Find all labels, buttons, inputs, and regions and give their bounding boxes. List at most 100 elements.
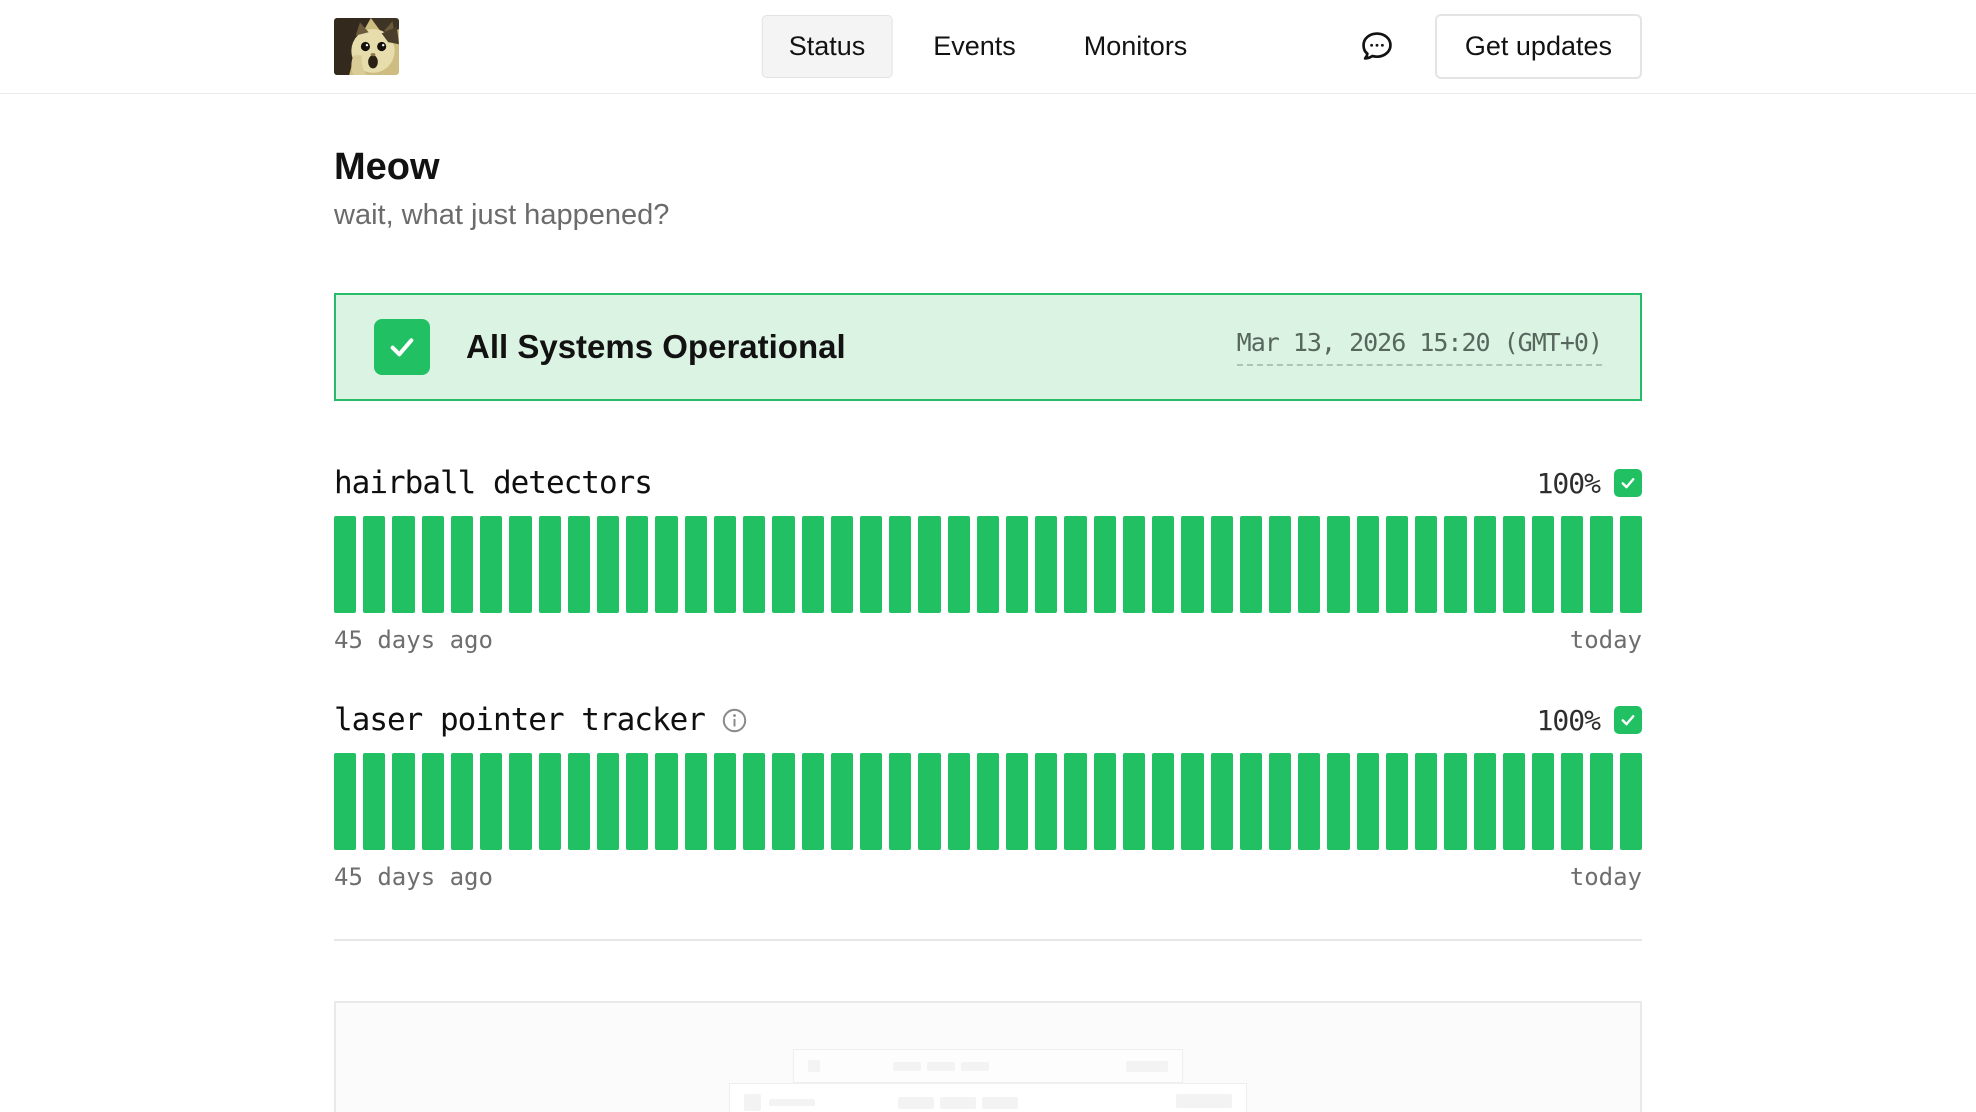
uptime-bar[interactable] — [596, 516, 620, 613]
status-timestamp[interactable]: Mar 13, 2026 15:20 (GMT+0) — [1236, 328, 1603, 366]
uptime-bar[interactable] — [1210, 516, 1233, 613]
uptime-bar[interactable] — [713, 753, 737, 850]
uptime-bar[interactable] — [363, 753, 386, 850]
uptime-bar[interactable] — [1473, 516, 1496, 613]
uptime-bar[interactable] — [976, 753, 1000, 850]
uptime-bar[interactable] — [918, 516, 941, 613]
uptime-bar[interactable] — [1152, 516, 1175, 613]
uptime-bar[interactable] — [509, 516, 532, 613]
uptime-bar[interactable] — [1064, 516, 1087, 613]
get-updates-button[interactable]: Get updates — [1434, 14, 1642, 79]
uptime-bar[interactable] — [772, 753, 795, 850]
uptime-bar[interactable] — [1415, 753, 1438, 850]
uptime-bar[interactable] — [655, 753, 678, 850]
uptime-bar[interactable] — [1006, 753, 1029, 850]
operational-check-icon — [374, 319, 430, 375]
uptime-bar[interactable] — [976, 516, 1000, 613]
monitor-list: hairball detectors 100% 45 days ago toda… — [334, 465, 1642, 891]
uptime-bar[interactable] — [1210, 753, 1233, 850]
uptime-bar[interactable] — [1064, 753, 1087, 850]
uptime-bar[interactable] — [947, 516, 970, 613]
uptime-bar[interactable] — [1444, 516, 1467, 613]
uptime-bar[interactable] — [1122, 753, 1146, 850]
uptime-bar[interactable] — [1561, 516, 1584, 613]
uptime-bar[interactable] — [1590, 753, 1613, 850]
uptime-bar[interactable] — [1356, 753, 1379, 850]
uptime-bar[interactable] — [392, 516, 415, 613]
uptime-bar[interactable] — [1269, 516, 1292, 613]
uptime-bar[interactable] — [1327, 753, 1350, 850]
uptime-bar[interactable] — [1093, 516, 1116, 613]
uptime-bar[interactable] — [684, 753, 707, 850]
uptime-bar[interactable] — [743, 753, 766, 850]
uptime-bar[interactable] — [1590, 516, 1613, 613]
uptime-bar[interactable] — [801, 516, 824, 613]
uptime-bar[interactable] — [918, 753, 941, 850]
uptime-bar[interactable] — [1444, 753, 1467, 850]
uptime-bar[interactable] — [392, 753, 415, 850]
uptime-bar[interactable] — [859, 516, 883, 613]
uptime-bar[interactable] — [947, 753, 970, 850]
uptime-bar[interactable] — [1531, 753, 1555, 850]
uptime-bar[interactable] — [1239, 753, 1262, 850]
uptime-bar[interactable] — [567, 516, 590, 613]
uptime-bar[interactable] — [830, 516, 853, 613]
uptime-bar[interactable] — [1502, 516, 1525, 613]
uptime-bar[interactable] — [1181, 753, 1204, 850]
uptime-bar[interactable] — [713, 516, 737, 613]
uptime-bar[interactable] — [1269, 753, 1292, 850]
uptime-bar[interactable] — [772, 516, 795, 613]
uptime-bar[interactable] — [1619, 753, 1642, 850]
uptime-bar[interactable] — [1619, 516, 1642, 613]
uptime-bar[interactable] — [334, 753, 357, 850]
feedback-chat-button[interactable] — [1357, 27, 1397, 67]
uptime-bar[interactable] — [421, 753, 444, 850]
uptime-bar[interactable] — [1239, 516, 1262, 613]
uptime-bar[interactable] — [538, 516, 561, 613]
uptime-bar[interactable] — [596, 753, 620, 850]
uptime-bar[interactable] — [1298, 753, 1321, 850]
uptime-bar[interactable] — [1473, 753, 1496, 850]
uptime-bar[interactable] — [626, 516, 649, 613]
uptime-bar[interactable] — [655, 516, 678, 613]
site-logo-cat-image[interactable] — [334, 18, 399, 75]
uptime-bar[interactable] — [1181, 516, 1204, 613]
uptime-bar[interactable] — [480, 753, 503, 850]
uptime-bar[interactable] — [450, 516, 474, 613]
uptime-bar[interactable] — [509, 753, 532, 850]
uptime-bar[interactable] — [1502, 753, 1525, 850]
uptime-bar[interactable] — [859, 753, 883, 850]
uptime-bar[interactable] — [363, 516, 386, 613]
tab-monitors[interactable]: Monitors — [1083, 31, 1188, 61]
uptime-bar[interactable] — [830, 753, 853, 850]
uptime-bar[interactable] — [889, 516, 912, 613]
uptime-bar[interactable] — [1298, 516, 1321, 613]
uptime-bar[interactable] — [450, 753, 474, 850]
uptime-bar[interactable] — [480, 516, 503, 613]
uptime-bar[interactable] — [889, 753, 912, 850]
uptime-bar[interactable] — [1385, 753, 1409, 850]
uptime-bar[interactable] — [567, 753, 590, 850]
uptime-bar[interactable] — [334, 516, 357, 613]
info-icon[interactable] — [721, 707, 748, 734]
uptime-bar[interactable] — [1093, 753, 1116, 850]
uptime-bar[interactable] — [801, 753, 824, 850]
uptime-bar[interactable] — [743, 516, 766, 613]
uptime-bar[interactable] — [1356, 516, 1379, 613]
uptime-bar[interactable] — [1385, 516, 1409, 613]
uptime-bar[interactable] — [1035, 753, 1058, 850]
uptime-bar[interactable] — [1531, 516, 1555, 613]
uptime-bar[interactable] — [626, 753, 649, 850]
uptime-bar[interactable] — [1122, 516, 1146, 613]
uptime-bar[interactable] — [684, 516, 707, 613]
uptime-bar[interactable] — [1152, 753, 1175, 850]
tab-events[interactable]: Events — [933, 31, 1016, 61]
uptime-bar[interactable] — [1415, 516, 1438, 613]
uptime-bar[interactable] — [1327, 516, 1350, 613]
uptime-bar[interactable] — [1006, 516, 1029, 613]
tab-status[interactable]: Status — [761, 15, 893, 78]
uptime-bar[interactable] — [538, 753, 561, 850]
uptime-bar[interactable] — [421, 516, 444, 613]
uptime-bar[interactable] — [1035, 516, 1058, 613]
uptime-bar[interactable] — [1561, 753, 1584, 850]
